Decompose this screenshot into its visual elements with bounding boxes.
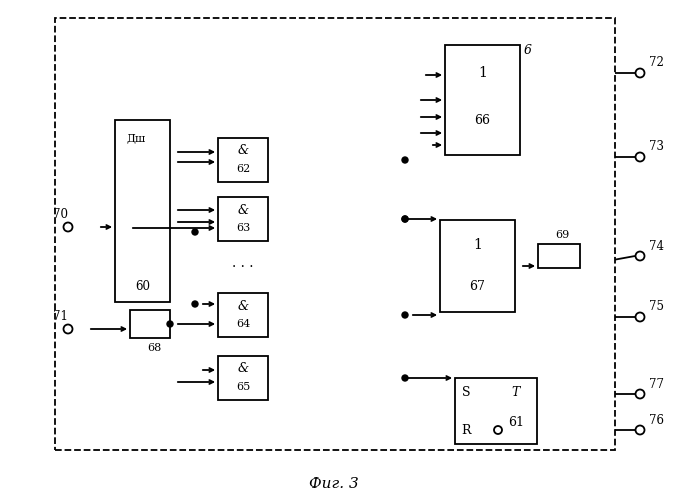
Text: 75: 75 bbox=[649, 300, 664, 314]
Text: 69: 69 bbox=[555, 230, 569, 240]
Text: 62: 62 bbox=[236, 164, 250, 174]
Text: 68: 68 bbox=[147, 343, 161, 353]
Circle shape bbox=[167, 321, 173, 327]
Circle shape bbox=[402, 216, 408, 222]
Text: Фиг. 3: Фиг. 3 bbox=[308, 477, 359, 491]
Circle shape bbox=[192, 301, 198, 307]
Text: &: & bbox=[238, 204, 249, 216]
Bar bbox=[115, 120, 170, 302]
Text: Дш: Дш bbox=[127, 133, 146, 143]
Text: R: R bbox=[461, 424, 471, 438]
Text: 60: 60 bbox=[135, 280, 150, 293]
Circle shape bbox=[402, 375, 408, 381]
Bar bbox=[55, 18, 615, 450]
Text: T: T bbox=[512, 386, 520, 400]
Text: 67: 67 bbox=[469, 280, 486, 293]
Text: 1: 1 bbox=[478, 66, 487, 80]
Bar bbox=[218, 197, 268, 241]
Text: 1: 1 bbox=[473, 238, 482, 252]
Bar bbox=[218, 138, 268, 182]
Text: 71: 71 bbox=[53, 310, 67, 322]
Text: 61: 61 bbox=[508, 416, 524, 428]
Text: 66: 66 bbox=[475, 114, 491, 128]
Circle shape bbox=[402, 157, 408, 163]
Bar bbox=[440, 220, 515, 312]
Text: 63: 63 bbox=[236, 223, 250, 233]
Bar bbox=[218, 356, 268, 400]
Bar bbox=[130, 310, 170, 338]
Bar bbox=[445, 45, 520, 155]
Text: &: & bbox=[238, 362, 249, 376]
Text: &: & bbox=[238, 144, 249, 158]
Bar bbox=[538, 244, 580, 268]
Circle shape bbox=[192, 229, 198, 235]
Text: 77: 77 bbox=[649, 378, 664, 390]
Circle shape bbox=[402, 216, 408, 222]
Text: 72: 72 bbox=[649, 56, 664, 70]
Text: S: S bbox=[462, 386, 470, 398]
Text: 76: 76 bbox=[649, 414, 664, 426]
Text: 64: 64 bbox=[236, 319, 250, 329]
Text: 74: 74 bbox=[649, 240, 664, 252]
Bar bbox=[455, 378, 537, 444]
Text: 6: 6 bbox=[524, 44, 532, 57]
Bar bbox=[218, 293, 268, 337]
Text: 65: 65 bbox=[236, 382, 250, 392]
Text: 73: 73 bbox=[649, 140, 664, 153]
Text: &: & bbox=[238, 300, 249, 312]
Text: . . .: . . . bbox=[232, 256, 254, 270]
Text: 70: 70 bbox=[52, 208, 67, 220]
Circle shape bbox=[402, 312, 408, 318]
